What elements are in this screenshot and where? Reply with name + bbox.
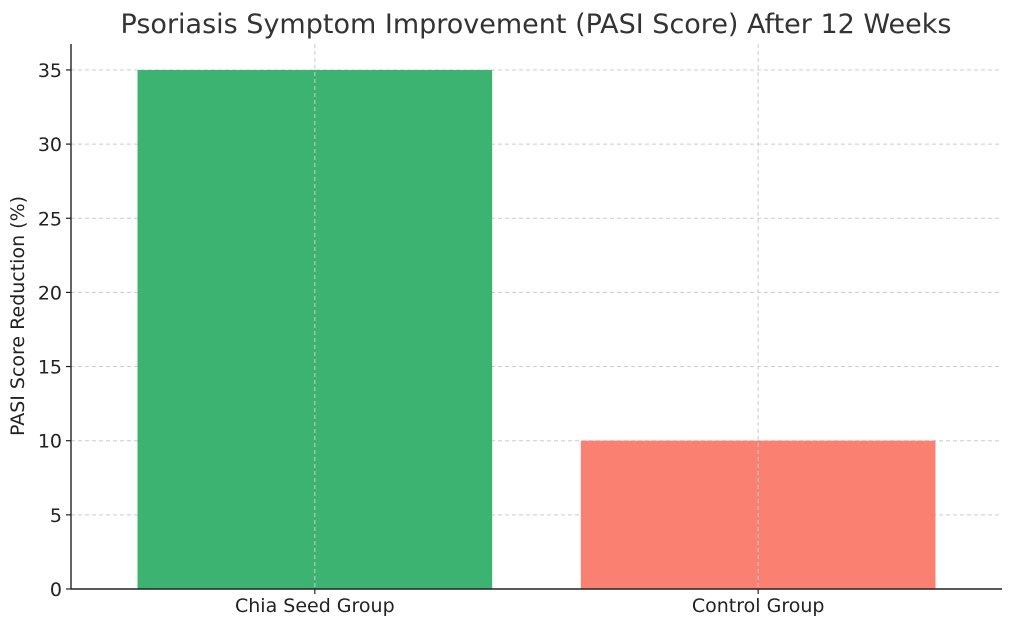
- y-axis-label: PASI Score Reduction (%): [7, 196, 29, 436]
- chart-title: Psoriasis Symptom Improvement (PASI Scor…: [121, 9, 952, 40]
- bar-0: [137, 69, 493, 589]
- bars: [137, 44, 936, 589]
- y-tick-label-4: 20: [38, 282, 62, 304]
- x-tick-label-1: Control Group: [692, 595, 825, 617]
- y-tick-label-1: 5: [50, 505, 62, 527]
- y-tick-label-6: 30: [38, 134, 62, 156]
- axes: [70, 44, 1002, 590]
- y-tick-label-0: 0: [50, 579, 62, 601]
- y-tick-label-5: 25: [38, 208, 62, 230]
- y-tick-label-3: 15: [38, 357, 62, 379]
- x-ticks: Chia Seed Group Control Group: [235, 589, 824, 617]
- x-tick-label-0: Chia Seed Group: [235, 595, 395, 617]
- y-tick-label-7: 35: [38, 60, 62, 82]
- y-tick-label-2: 10: [38, 431, 62, 453]
- y-ticks: 0 5 10 15 20 25 30 35: [38, 60, 71, 601]
